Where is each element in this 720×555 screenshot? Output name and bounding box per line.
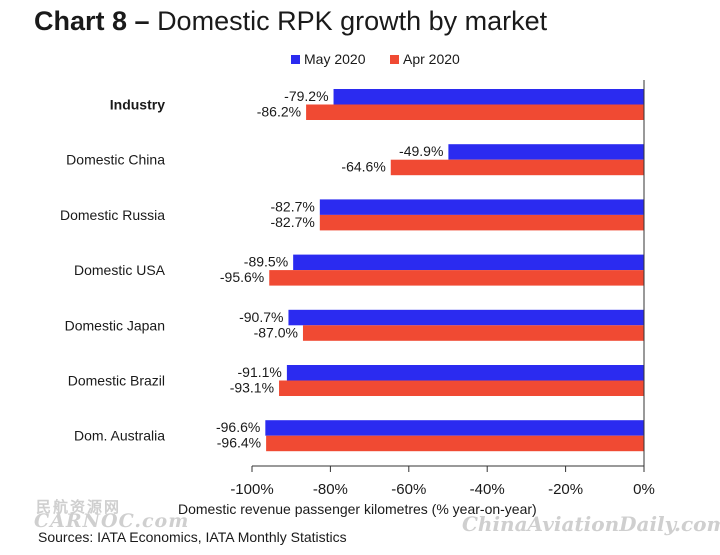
bar-may-0 (333, 89, 644, 105)
watermark-site: ChinaAviationDaily.com (462, 512, 720, 536)
bar-apr-0 (306, 104, 644, 120)
legend-label-apr: Apr 2020 (403, 51, 460, 67)
bar-apr-2 (319, 214, 644, 231)
watermark-chinese: 民航资源网 (36, 498, 122, 516)
watermark-carnoc: CARNOC.com (34, 510, 190, 532)
bar-may-1 (448, 144, 644, 160)
x-tick-label-2: -60% (391, 481, 426, 498)
bar-may-6 (265, 420, 644, 436)
value-label-may-4: -90.7% (239, 309, 283, 325)
legend-label-may: May 2020 (304, 51, 366, 67)
value-label-apr-1: -64.6% (341, 159, 385, 175)
bar-may-4 (288, 309, 644, 326)
value-label-apr-2: -82.7% (270, 214, 314, 230)
bar-apr-6 (266, 435, 644, 452)
value-label-may-1: -49.9% (399, 143, 443, 159)
bar-may-5 (286, 365, 644, 381)
bar-may-3 (293, 254, 644, 271)
x-tick-label-1: -80% (313, 481, 348, 498)
bar-apr-3 (269, 270, 644, 286)
category-label-5: Domestic Brazil (68, 373, 165, 389)
sources-note: Sources: IATA Economics, IATA Monthly St… (38, 529, 347, 545)
x-tick-label-5: 0% (633, 481, 655, 498)
chart-title-text: Domestic RPK growth by market (157, 6, 548, 36)
legend-swatch-may (291, 55, 300, 64)
value-label-apr-5: -93.1% (230, 380, 274, 396)
value-label-may-2: -82.7% (270, 198, 314, 214)
bar-apr-5 (279, 380, 644, 396)
x-tick-label-3: -40% (470, 481, 505, 498)
category-label-0: Industry (110, 97, 165, 113)
bar-apr-4 (302, 325, 644, 341)
value-label-may-3: -89.5% (244, 254, 288, 270)
x-tick-label-0: -100% (230, 481, 273, 498)
value-label-apr-4: -87.0% (254, 324, 298, 340)
chart-title: Chart 8 – Domestic RPK growth by market (34, 4, 547, 38)
legend-swatch-apr (390, 55, 399, 64)
value-label-apr-3: -95.6% (220, 269, 264, 285)
value-label-may-0: -79.2% (284, 88, 328, 104)
bar-may-2 (319, 199, 644, 215)
category-label-1: Domestic China (66, 152, 165, 168)
category-label-3: Domestic USA (74, 262, 166, 278)
category-label-2: Domestic Russia (60, 207, 165, 223)
value-label-apr-0: -86.2% (257, 104, 301, 120)
x-tick-label-4: -20% (548, 481, 583, 498)
category-label-6: Dom. Australia (74, 428, 165, 444)
value-label-may-5: -91.1% (238, 364, 282, 380)
value-label-apr-6: -96.4% (217, 435, 261, 451)
category-label-4: Domestic Japan (65, 317, 165, 333)
chart-title-prefix: Chart 8 – (34, 6, 150, 36)
bar-apr-1 (390, 159, 644, 176)
value-label-may-6: -96.6% (216, 419, 260, 435)
x-axis-title: Domestic revenue passenger kilometres (%… (178, 501, 537, 517)
